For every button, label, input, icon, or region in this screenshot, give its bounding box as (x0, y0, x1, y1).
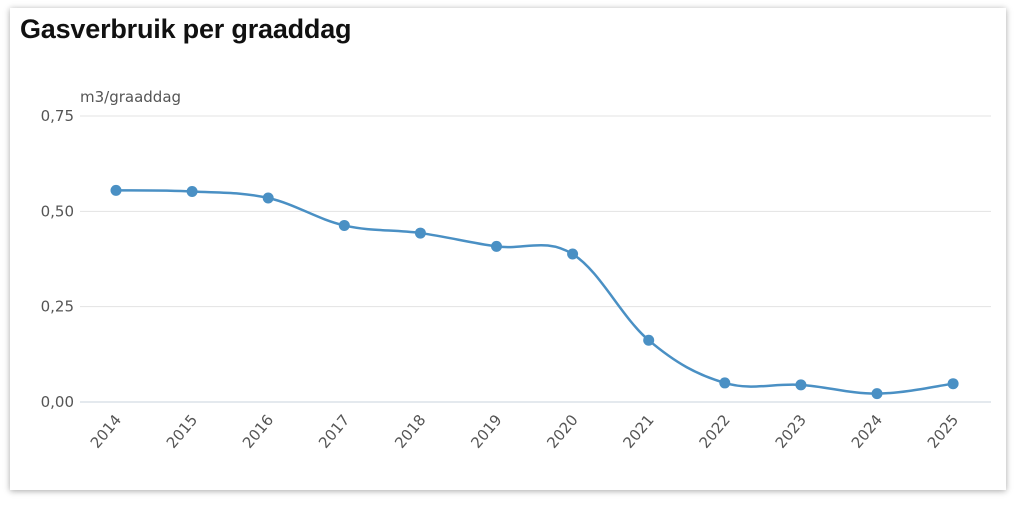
data-point-2017[interactable] (338, 219, 350, 231)
y-axis-ticks: 0,00 0,25 0,50 0,75 (41, 107, 74, 411)
x-tick-label: 2023 (772, 411, 810, 452)
chart-title: Gasverbruik per graaddag (20, 14, 352, 44)
x-axis-ticks: 2014 2015 2016 2017 2018 2019 2020 2021 2022 2023… (87, 411, 962, 452)
x-tick-label: 2018 (391, 411, 429, 452)
x-tick-label: 2015 (163, 411, 201, 452)
x-tick-label: 2019 (467, 411, 505, 452)
data-point-2022[interactable] (719, 377, 731, 389)
data-points (110, 184, 959, 400)
data-point-2019[interactable] (491, 240, 502, 252)
data-point-2024[interactable] (871, 388, 883, 400)
x-tick-label: 2022 (696, 411, 734, 452)
x-tick-label: 2017 (315, 411, 353, 452)
data-point-2025[interactable] (947, 378, 959, 390)
data-point-2020[interactable] (567, 248, 579, 260)
data-point-2014[interactable] (110, 184, 122, 196)
chart-card: Gasverbruik per graaddag (10, 8, 1006, 490)
series-line (115, 189, 954, 395)
y-tick-label: 0,00 (41, 393, 74, 411)
data-point-2023[interactable] (795, 379, 807, 391)
x-tick-label: 2016 (239, 411, 277, 452)
y-tick-label: 0,50 (41, 202, 74, 220)
grid-lines (80, 115, 991, 403)
x-tick-label: 2024 (848, 411, 886, 452)
data-point-2016[interactable] (262, 192, 274, 204)
x-tick-label: 2020 (543, 411, 581, 452)
data-point-2018[interactable] (414, 227, 426, 239)
x-tick-label: 2025 (924, 411, 962, 452)
x-tick-label: 2021 (619, 411, 657, 452)
data-point-2015[interactable] (186, 186, 198, 198)
y-axis-unit-label: m3/graaddag (80, 88, 181, 106)
x-tick-label: 2014 (87, 411, 125, 452)
y-tick-label: 0,75 (41, 107, 74, 125)
data-point-2021[interactable] (643, 334, 655, 346)
y-tick-label: 0,25 (41, 298, 74, 316)
